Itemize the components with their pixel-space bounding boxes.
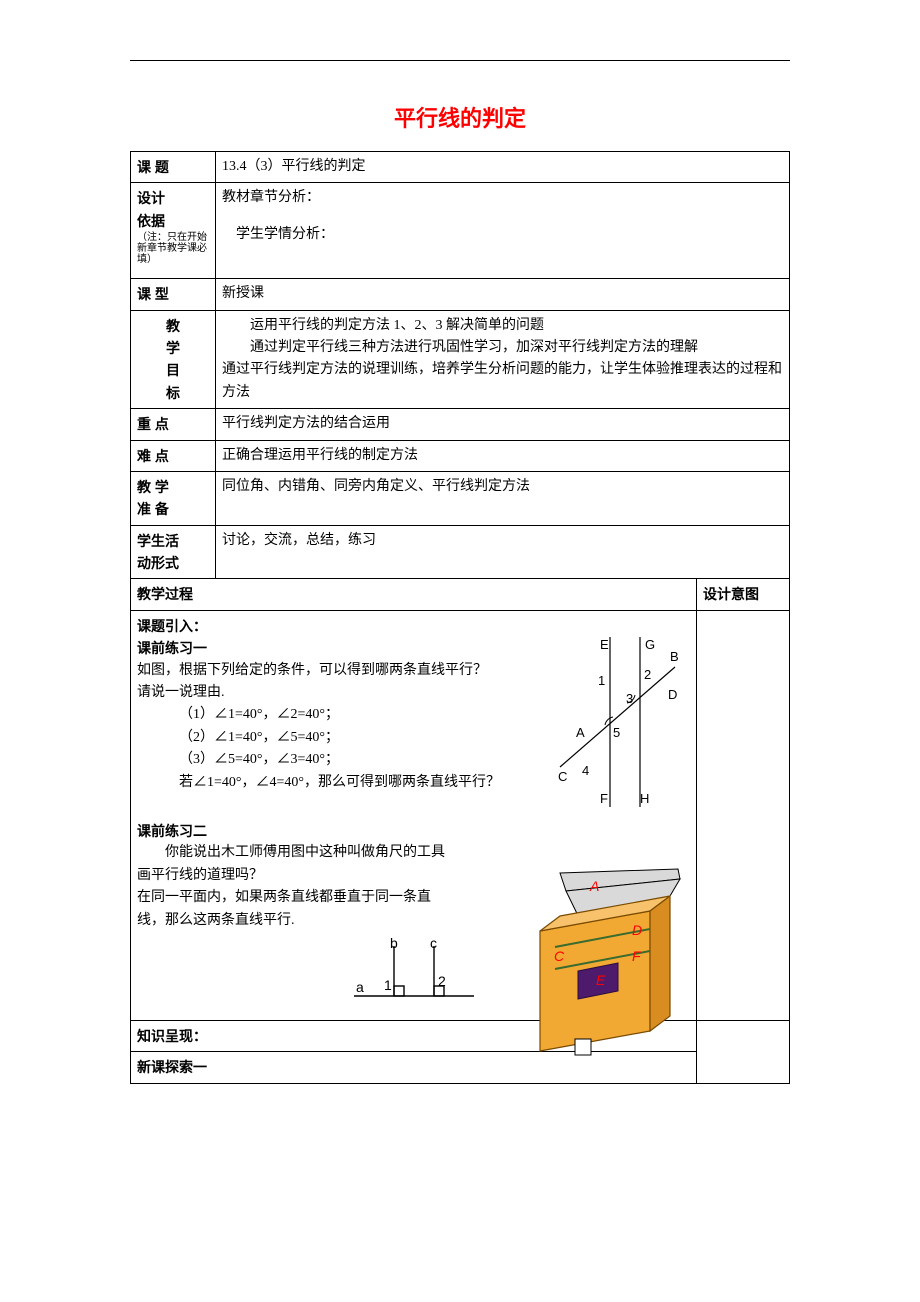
fig2-D: D	[632, 922, 642, 938]
lesson-plan-table: 课 题 13.4（3）平行线的判定 设计依据 （注：只在开始新章节教学课必填） …	[130, 151, 790, 1084]
fig2-A: A	[589, 878, 599, 894]
fig1-D: D	[668, 687, 677, 702]
design-student: 学生学情分析：	[222, 224, 783, 246]
fig1-H: H	[640, 791, 649, 806]
label-lesson-type: 课 型	[131, 279, 216, 310]
design-intent-cell-2	[697, 1020, 790, 1083]
label-objectives: 教学目标	[131, 310, 216, 409]
label-design-basis-note: （注：只在开始新章节教学课必填）	[137, 232, 209, 265]
figure-perpendicular-lines: a b c 1 2	[344, 936, 484, 1016]
design-material: 教材章节分析：	[222, 187, 783, 209]
obj2: 通过判定平行线三种方法进行巩固性学习，加深对平行线判定方法的理解	[222, 337, 783, 359]
content-intro: 课题引入： 课前练习一 E G B D A C	[131, 610, 697, 1020]
fig1-n4: 4	[582, 763, 589, 778]
value-activity: 讨论，交流，总结，练习	[216, 525, 790, 579]
value-preparation: 同位角、内错角、同旁内角定义、平行线判定方法	[216, 471, 790, 525]
fig1-E: E	[600, 637, 609, 652]
ex2-p1: 你能说出木工师傅用图中这种叫做角尺的工具画平行线的道理吗？	[137, 845, 445, 882]
value-design-basis: 教材章节分析： 学生学情分析：	[216, 183, 790, 279]
fig1-C: C	[558, 769, 567, 784]
top-rule	[130, 60, 790, 61]
label-topic: 课 题	[131, 152, 216, 183]
obj3: 通过平行线判定方法的说理训练，培养学生分析问题的能力，让学生体验推理表达的过程和…	[222, 359, 783, 404]
figure-intersecting-lines: E G B D A C F H 1 2 3 5 4	[540, 637, 690, 807]
obj1: 运用平行线的判定方法 1、2、3 解决简单的问题	[222, 315, 783, 337]
value-topic: 13.4（3）平行线的判定	[216, 152, 790, 183]
ex2-head: 课前练习二	[137, 820, 690, 842]
fig1-F: F	[600, 791, 608, 806]
value-objectives: 运用平行线的判定方法 1、2、3 解决简单的问题 通过判定平行线三种方法进行巩固…	[216, 310, 790, 409]
fig3-a: a	[356, 979, 364, 995]
label-process: 教学过程	[131, 579, 697, 610]
value-lesson-type: 新授课	[216, 279, 790, 310]
fig3-b: b	[390, 936, 398, 951]
fig1-A: A	[576, 725, 585, 740]
intro-head: 课题引入：	[137, 615, 690, 637]
fig1-n2: 2	[644, 667, 651, 682]
label-key: 重 点	[131, 409, 216, 440]
fig1-n3: 3	[626, 691, 633, 706]
ex1-p1: 如图，根据下列给定的条件，可以得到哪两条直线平行？请说一说理由.	[137, 660, 497, 705]
label-design-basis: 设计依据 （注：只在开始新章节教学课必填）	[131, 183, 216, 279]
fig2-C: C	[554, 948, 565, 964]
fig1-G: G	[645, 637, 655, 652]
ex2-p2: 在同一平面内，如果两条直线都垂直于同一条直线，那么这两条直线平行.	[137, 887, 457, 932]
label-design-intent: 设计意图	[697, 579, 790, 610]
label-preparation: 教 学准 备	[131, 471, 216, 525]
fig1-n1: 1	[598, 673, 605, 688]
value-key: 平行线判定方法的结合运用	[216, 409, 790, 440]
label-difficulty: 难 点	[131, 440, 216, 471]
label-design-basis-text: 设计依据	[137, 190, 165, 228]
fig3-1: 1	[384, 977, 392, 993]
value-difficulty: 正确合理运用平行线的制定方法	[216, 440, 790, 471]
figure-carpenter-square: A D C F E B	[500, 861, 690, 1061]
fig2-F: F	[632, 948, 642, 964]
ex1-i4: 若∠1=40°，∠4=40°，那么可得到哪两条直线平行？	[137, 772, 519, 794]
fig1-n5: 5	[613, 725, 620, 740]
fig3-2: 2	[438, 973, 446, 989]
design-intent-cell-1	[697, 610, 790, 1020]
fig3-c: c	[430, 936, 437, 951]
label-activity: 学生活动形式	[131, 525, 216, 579]
fig2-E: E	[596, 972, 606, 988]
page-title: 平行线的判定	[130, 101, 790, 133]
fig1-B: B	[670, 649, 679, 664]
